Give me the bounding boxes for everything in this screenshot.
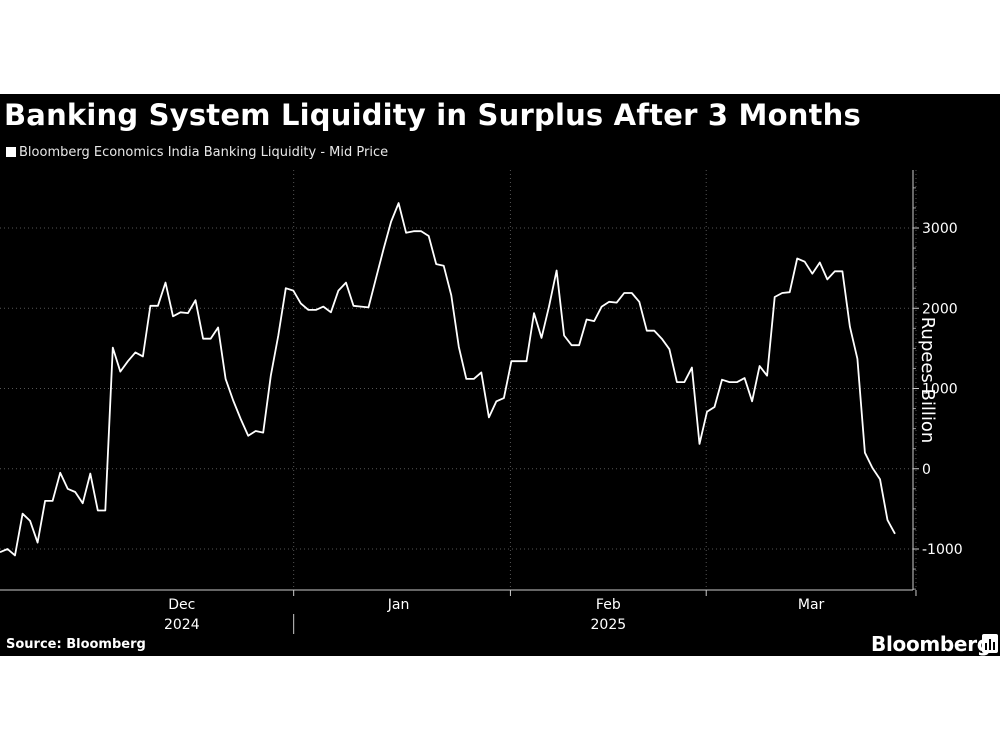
source-note: Source: Bloomberg (6, 637, 146, 652)
y-tick-label: 2000 (922, 301, 958, 317)
x-tick-label: Feb (596, 597, 621, 613)
x-tick-label: Dec (168, 597, 195, 613)
y-axis: 3000 2000 1000 0 -1000 (912, 170, 963, 590)
grid (0, 170, 917, 590)
series-group (0, 202, 896, 557)
legend-label: Bloomberg Economics India Banking Liquid… (19, 145, 389, 160)
x-year-label: 2024 (164, 617, 200, 633)
bloomberg-logo-icon (982, 634, 998, 653)
x-axis: Dec Jan Feb Mar 2024 2025 (0, 589, 917, 634)
y-tick-label: -1000 (922, 542, 963, 558)
legend-swatch (6, 147, 16, 157)
chart-title: Banking System Liquidity in Surplus Afte… (4, 98, 861, 132)
brand-logo: Bloomberg (871, 632, 991, 656)
legend: Bloomberg Economics India Banking Liquid… (6, 145, 388, 160)
y-tick-label: 3000 (922, 221, 958, 237)
series-line (0, 202, 896, 557)
y-tick-label: 0 (922, 462, 931, 478)
x-tick-label: Jan (387, 597, 410, 613)
x-year-label: 2025 (591, 617, 627, 633)
x-tick-label: Mar (798, 597, 825, 613)
y-axis-label: Rupees Billion (917, 317, 938, 444)
chart-panel (0, 94, 1000, 656)
y-tick-label: 1000 (922, 382, 958, 398)
